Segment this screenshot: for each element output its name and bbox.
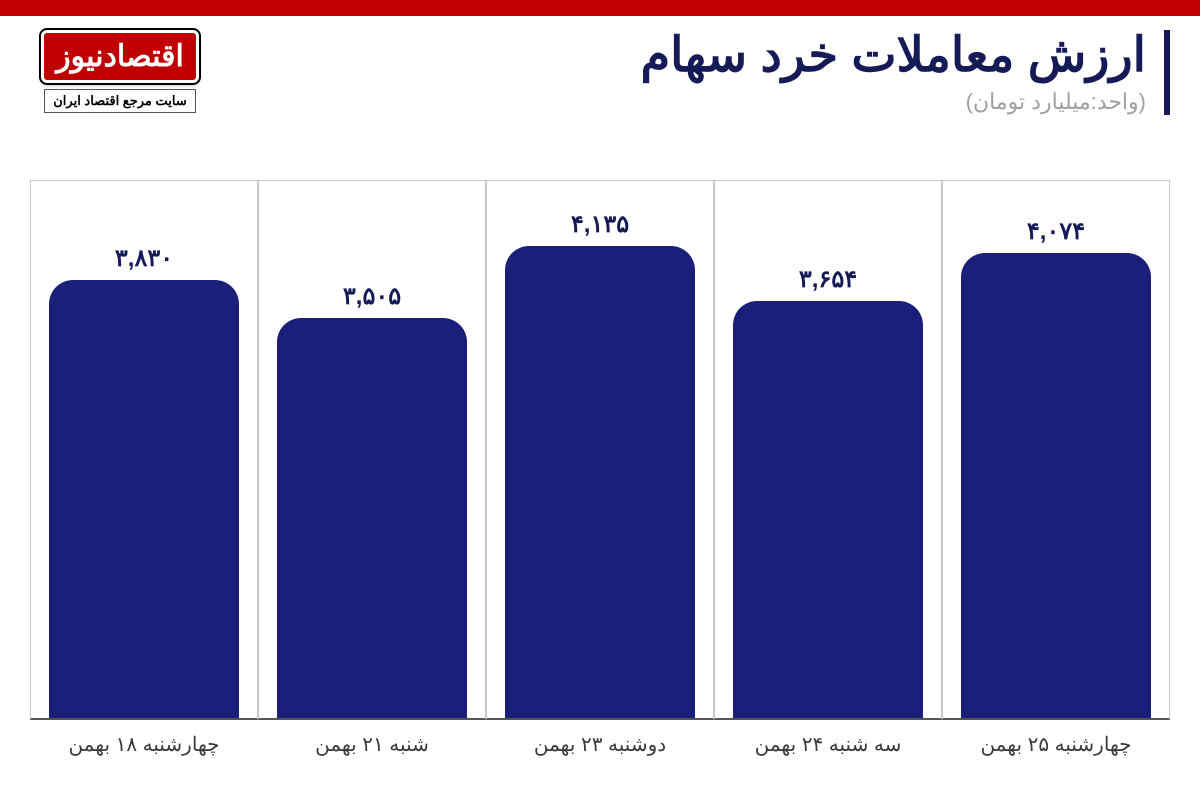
bar-value: ۳,۵۰۵ xyxy=(343,282,401,311)
bar-x-label: شنبه ۲۱ بهمن xyxy=(258,720,486,770)
bar-value: ۳,۸۳۰ xyxy=(115,244,173,273)
bar: ۳,۸۳۰ xyxy=(49,280,239,718)
bar: ۴,۰۷۴ xyxy=(961,253,1151,718)
bar-slot: ۴,۱۳۵ xyxy=(486,180,714,720)
top-accent-bar xyxy=(0,0,1200,16)
bar-x-label: چهارشنبه ۱۸ بهمن xyxy=(30,720,258,770)
bar-value: ۴,۱۳۵ xyxy=(571,210,629,239)
bar-x-label: دوشنبه ۲۳ بهمن xyxy=(486,720,714,770)
logo-text: اقتصادنیوز xyxy=(56,40,184,73)
bar-slot: ۴,۰۷۴ xyxy=(942,180,1170,720)
title-block: ارزش معاملات خرد سهام (واحد:میلیارد توما… xyxy=(640,30,1170,115)
bar-value: ۴,۰۷۴ xyxy=(1027,217,1085,246)
bars-container: ۳,۸۳۰۳,۵۰۵۴,۱۳۵۳,۶۵۴۴,۰۷۴ xyxy=(30,180,1170,720)
logo-block: اقتصادنیوز سایت مرجع اقتصاد ایران xyxy=(30,30,210,113)
bar-x-label: سه شنبه ۲۴ بهمن xyxy=(714,720,942,770)
bar-value: ۳,۶۵۴ xyxy=(799,265,857,294)
chart-area: ۳,۸۳۰۳,۵۰۵۴,۱۳۵۳,۶۵۴۴,۰۷۴ چهارشنبه ۱۸ به… xyxy=(30,180,1170,770)
bar-x-label: چهارشنبه ۲۵ بهمن xyxy=(942,720,1170,770)
bar: ۳,۶۵۴ xyxy=(733,301,923,718)
bar: ۳,۵۰۵ xyxy=(277,318,467,718)
bar: ۴,۱۳۵ xyxy=(505,246,695,718)
header: ارزش معاملات خرد سهام (واحد:میلیارد توما… xyxy=(30,30,1170,115)
chart-subtitle: (واحد:میلیارد تومان) xyxy=(640,89,1146,115)
chart-title: ارزش معاملات خرد سهام xyxy=(640,30,1146,83)
labels-container: چهارشنبه ۱۸ بهمنشنبه ۲۱ بهمندوشنبه ۲۳ به… xyxy=(30,720,1170,770)
bar-slot: ۳,۸۳۰ xyxy=(30,180,258,720)
logo-badge: اقتصادنیوز xyxy=(41,30,199,83)
logo-tagline: سایت مرجع اقتصاد ایران xyxy=(44,89,196,113)
bar-slot: ۳,۵۰۵ xyxy=(258,180,486,720)
bar-slot: ۳,۶۵۴ xyxy=(714,180,942,720)
